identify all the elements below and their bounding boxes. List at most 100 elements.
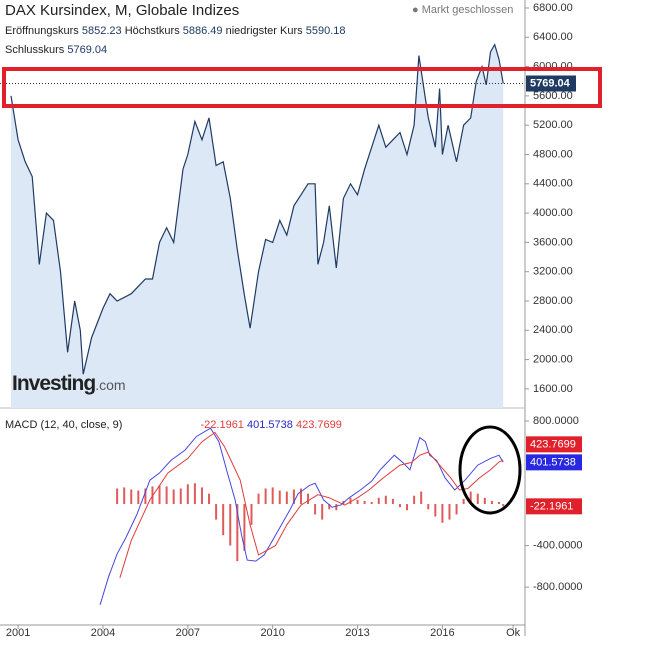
histogram-bar	[208, 493, 211, 505]
area-fill	[11, 44, 504, 408]
stat-label: Eröffnungskurs	[5, 25, 79, 37]
stats: Schlusskurs 5769.04	[5, 44, 107, 56]
histogram-bar	[377, 497, 380, 505]
stats: Eröffnungskurs 5852.23 Höchstkurs 5886.4…	[5, 25, 345, 37]
y-tick-label: 4800.00	[533, 148, 573, 160]
indicator-legend: MACD (12, 40, close, 9) -22.1961 401.573…	[5, 419, 342, 431]
histogram-bar	[363, 500, 366, 505]
y-tick-label: 5200.00	[533, 119, 573, 131]
histogram-bar	[391, 498, 394, 505]
histogram-bar	[502, 504, 505, 507]
histogram-bar	[285, 491, 288, 505]
y-tick-label: 5600.00	[533, 90, 573, 102]
histogram-bar	[384, 495, 387, 505]
legend-value: 423.7699	[295, 419, 342, 431]
highlight-ellipse	[458, 425, 522, 515]
value-label-box	[526, 436, 582, 453]
value-label-box	[526, 498, 582, 515]
y-tick-label: 800.0000	[533, 415, 579, 427]
logo-text: Investing	[12, 372, 96, 395]
histogram-bar	[172, 489, 175, 505]
y-tick-label: 4000.00	[533, 207, 573, 219]
histogram-bar	[271, 487, 274, 505]
y-tick-label: -800.0000	[533, 581, 583, 593]
x-tick-label: 2004	[91, 627, 115, 639]
histogram-bar	[455, 504, 458, 515]
histogram-bar	[349, 497, 352, 505]
histogram-bar	[229, 504, 232, 546]
histogram-bar	[116, 488, 119, 505]
histogram-bar	[335, 504, 338, 511]
y-tick-label: 2400.00	[533, 324, 573, 336]
histogram-bar	[413, 495, 416, 505]
histogram-bar	[292, 489, 295, 505]
macd-line	[119, 431, 504, 578]
value-label-box	[526, 454, 582, 471]
histogram-bar	[222, 504, 225, 536]
histogram-bar	[137, 490, 140, 505]
indicator-title: MACD (12, 40, close, 9)	[5, 419, 123, 431]
y-tick-label: 4400.00	[533, 178, 573, 190]
highlight-box	[2, 67, 602, 108]
histogram-bar	[370, 501, 373, 505]
legend-value: -22.1961	[200, 419, 244, 431]
histogram-bar	[200, 487, 203, 505]
histogram-bar	[130, 489, 133, 505]
x-tick-label: 2010	[260, 627, 284, 639]
macd-line	[99, 427, 504, 605]
histogram-bar	[165, 486, 168, 505]
legend-value: 401.5738	[247, 419, 293, 431]
histogram-bar	[299, 488, 302, 505]
histogram-bar	[497, 501, 500, 505]
histogram-bar	[321, 504, 324, 520]
histogram-bar	[257, 493, 260, 505]
logo-suffix: .com	[95, 377, 126, 393]
y-tick-label: 2800.00	[533, 295, 573, 307]
x-tick-label: 2013	[345, 627, 369, 639]
y-tick-label: 1600.00	[533, 383, 573, 395]
value-label: -22.1961	[530, 500, 573, 512]
histogram-bar	[441, 504, 444, 523]
histogram-bar	[462, 498, 465, 505]
status-text: Markt geschlossen	[421, 4, 514, 16]
y-tick-label: 6400.00	[533, 31, 573, 43]
stat-value: 5590.18	[305, 25, 346, 37]
y-tick-label: -400.0000	[533, 539, 583, 551]
histogram-bar	[123, 487, 126, 505]
histogram-bar	[158, 485, 161, 505]
histogram-bar	[356, 499, 359, 505]
y-tick-label: 6800.00	[533, 2, 573, 14]
histogram-bar	[250, 504, 253, 525]
histogram-bar	[264, 488, 267, 505]
chart-title: DAX Kursindex, M, Globale Indizes	[5, 2, 240, 19]
price-line	[10, 43, 504, 375]
stat-value: 5886.49	[182, 25, 223, 37]
histogram-bar	[406, 504, 409, 511]
x-tick-label: 2001	[6, 627, 30, 639]
status: ● Markt geschlossen	[412, 4, 514, 16]
histogram-bar	[186, 484, 189, 505]
histogram-bar	[236, 504, 239, 562]
logo: Investing.com	[12, 372, 126, 396]
histogram-bar	[490, 500, 493, 505]
value-label: 401.5738	[530, 456, 576, 468]
histogram-bar	[476, 493, 479, 505]
stat-label: niedrigster Kurs	[225, 25, 303, 37]
histogram-bar	[469, 491, 472, 505]
x-tick-label: 2016	[430, 627, 454, 639]
y-tick-label: 2000.00	[533, 353, 573, 365]
histogram-bar	[483, 497, 486, 505]
histogram-bar	[328, 504, 331, 510]
histogram-bar	[448, 504, 451, 520]
stat-value: 5852.23	[81, 25, 122, 37]
histogram-bar	[193, 483, 196, 505]
stat-label: Schlusskurs	[5, 44, 65, 56]
stat-label: Höchstkurs	[124, 25, 180, 37]
histogram-bar	[427, 504, 430, 510]
stat-value: 5769.04	[67, 44, 108, 56]
y-tick-label: 3600.00	[533, 236, 573, 248]
last-price-label: 5769.04	[530, 77, 571, 89]
histogram-bar	[243, 504, 246, 551]
